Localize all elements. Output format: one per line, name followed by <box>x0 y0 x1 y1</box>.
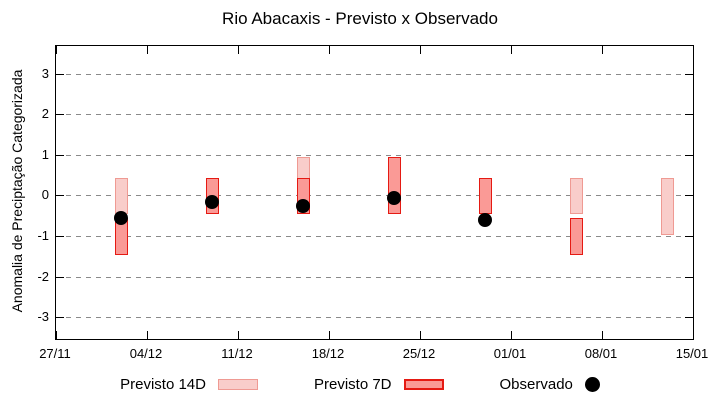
y-tick-mark <box>685 114 693 116</box>
x-tick-mark <box>601 46 603 54</box>
x-tick-mark <box>146 331 148 339</box>
x-tick-label: 18/12 <box>311 346 345 361</box>
x-tick-mark <box>419 331 421 339</box>
gridline <box>56 236 693 238</box>
y-tick-label: -2 <box>37 268 49 284</box>
x-tick-mark <box>55 46 57 54</box>
legend-item-observado: Observado <box>500 376 600 393</box>
forecast-14d-swatch-icon <box>217 379 258 390</box>
chart-title: Rio Abacaxis - Previsto x Observado <box>222 9 498 28</box>
gridline <box>56 276 693 278</box>
observed-dot-icon <box>584 377 600 392</box>
x-tick-mark <box>510 46 512 54</box>
y-tick-mark <box>56 195 64 197</box>
y-tick-mark <box>685 73 693 75</box>
y-tick-label: 3 <box>41 65 49 81</box>
gridline <box>56 154 693 156</box>
x-tick-mark <box>55 331 57 339</box>
forecast-7d-bar <box>387 157 401 215</box>
forecast-7d-bar <box>569 218 583 255</box>
x-tick-mark <box>146 46 148 54</box>
y-tick-label: -1 <box>37 228 49 244</box>
y-tick-label: -3 <box>37 309 49 325</box>
legend-label-previsto-14d: Previsto 14D <box>120 376 206 393</box>
observed-dot <box>296 199 310 214</box>
x-tick-mark <box>328 46 330 54</box>
x-tick-mark <box>692 46 694 54</box>
y-tick-mark <box>56 114 64 116</box>
observed-dot <box>205 195 219 210</box>
x-tick-label: 01/01 <box>493 346 527 361</box>
gridline <box>56 114 693 116</box>
forecast-14d-bar <box>114 177 128 215</box>
forecast-7d-swatch-icon <box>403 379 444 390</box>
plot-area <box>55 45 694 340</box>
y-tick-mark <box>685 154 693 156</box>
y-tick-mark <box>685 317 693 319</box>
y-tick-label: 0 <box>41 187 49 203</box>
y-tick-mark <box>56 236 64 238</box>
gridline <box>56 195 693 197</box>
x-tick-label: 11/12 <box>221 346 253 361</box>
y-tick-mark <box>56 317 64 319</box>
gridline <box>56 73 693 75</box>
observed-dot <box>114 211 128 226</box>
legend-item-previsto-7d: Previsto 7D <box>314 376 444 393</box>
x-tick-mark <box>328 331 330 339</box>
x-tick-label: 15/01 <box>675 346 709 361</box>
forecast-14d-bar <box>660 177 674 235</box>
x-tick-mark <box>510 331 512 339</box>
y-tick-mark <box>685 195 693 197</box>
x-tick-mark <box>692 331 694 339</box>
x-tick-label: 25/12 <box>402 346 436 361</box>
x-tick-mark <box>601 331 603 339</box>
y-tick-mark <box>685 276 693 278</box>
y-tick-label: 1 <box>41 146 49 162</box>
gridline <box>56 317 693 319</box>
observed-dot <box>387 190 401 205</box>
legend-label-previsto-7d: Previsto 7D <box>313 376 392 393</box>
x-tick-label: 04/12 <box>129 346 163 361</box>
y-tick-mark <box>56 73 64 75</box>
x-tick-mark <box>419 46 421 54</box>
x-tick-label: 27/11 <box>39 346 71 361</box>
x-tick-mark <box>237 331 239 339</box>
y-tick-label: 2 <box>41 106 49 122</box>
forecast-14d-bar <box>569 177 583 215</box>
y-tick-mark <box>56 154 64 156</box>
x-tick-label: 08/01 <box>584 346 618 361</box>
legend: Previsto 14D Previsto 7D Observado <box>0 376 720 393</box>
observed-dot <box>478 213 492 228</box>
x-tick-mark <box>237 46 239 54</box>
y-tick-mark <box>56 276 64 278</box>
legend-item-previsto-14d: Previsto 14D <box>120 376 258 393</box>
forecast-7d-bar <box>478 177 492 215</box>
legend-label-observado: Observado <box>499 376 573 393</box>
y-tick-mark <box>685 236 693 238</box>
